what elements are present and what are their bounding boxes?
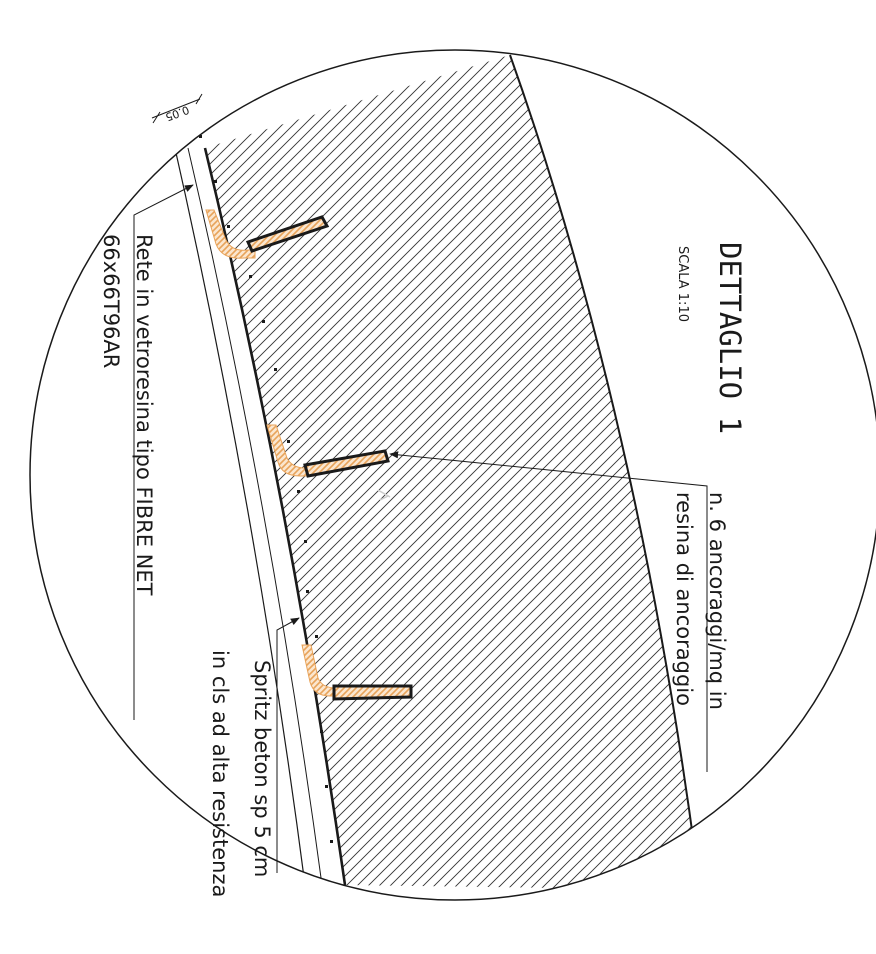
spritz-callout-line2: in cls ad alta resistenza bbox=[208, 650, 232, 897]
mesh-callout-line2: 66x66T96AR bbox=[99, 234, 123, 368]
mesh-dots bbox=[199, 135, 333, 843]
spritz-leader bbox=[276, 617, 300, 873]
thickness-dimension: 0.05 bbox=[151, 93, 203, 124]
outer-boundary-line bbox=[509, 54, 701, 891]
mesh-leader bbox=[133, 184, 194, 720]
rock-mass-hatch bbox=[205, 55, 700, 890]
anchor-2 bbox=[266, 424, 390, 478]
anchor-bar bbox=[303, 449, 390, 478]
detail-title: DETTAGLIO 1 bbox=[713, 242, 747, 434]
center-mark bbox=[377, 489, 391, 501]
anchor-leader bbox=[389, 451, 708, 772]
mesh-callout-line1: Rete in vetroresina tipo FIBRE NET bbox=[132, 234, 156, 596]
shotcrete-surface-line bbox=[171, 134, 306, 886]
anchor-callout-line1: n. 6 ancoraggi/mq in bbox=[705, 492, 729, 710]
anchor-bar bbox=[332, 684, 413, 701]
detail-circle bbox=[29, 49, 876, 901]
anchor-callout-line2: resina di ancoraggio bbox=[672, 492, 696, 706]
anchor-1 bbox=[205, 209, 330, 259]
dimension-label: 0.05 bbox=[163, 103, 190, 124]
spritz-callout-line1: Spritz beton sp 5 cm bbox=[250, 660, 274, 877]
anchor-bar bbox=[245, 215, 330, 253]
anchor-3 bbox=[301, 644, 413, 701]
shotcrete-inner-line bbox=[187, 147, 323, 886]
detail-scale: SCALA 1:10 bbox=[675, 246, 690, 322]
